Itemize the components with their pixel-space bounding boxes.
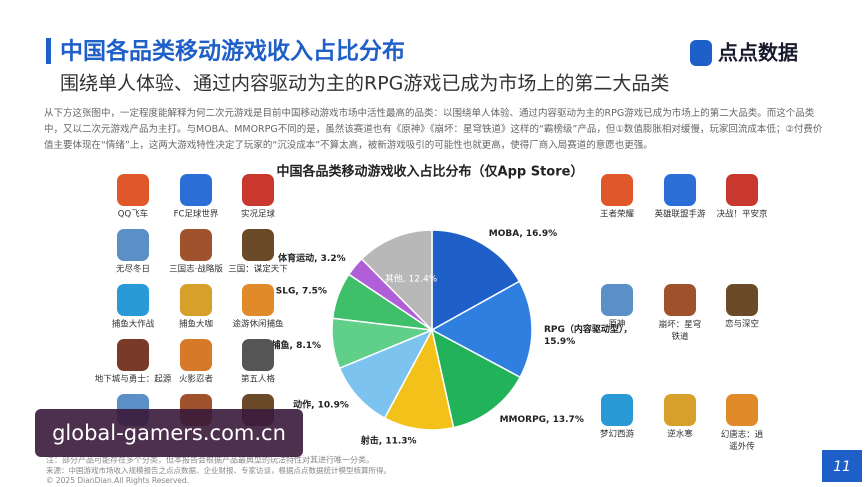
game-name: 途游休闲捕鱼 — [232, 319, 283, 330]
page-box — [822, 450, 862, 482]
game-name: 梦幻西游 — [600, 429, 635, 440]
game-icon — [664, 394, 696, 426]
watermark-box — [35, 409, 303, 457]
game-icon — [117, 229, 149, 261]
intro-box: 从下方这张图中，一定程度能解释为何二次元游戏是目前中国移动游戏市场中活性最高的品… — [44, 108, 823, 151]
game-name: QQ飞车 — [118, 209, 148, 220]
game-name: 王者荣耀 — [600, 209, 635, 220]
title: 中国各品类移动游戏收入占比分布 — [60, 38, 405, 65]
game-icon — [180, 174, 212, 206]
game-name: 实况足球 — [241, 209, 276, 220]
game-icon — [242, 174, 274, 206]
game-name: 幻唐志：逍遥外传 — [721, 429, 764, 452]
pie-slice — [360, 229, 433, 332]
note: 注：部分产品可能存在多个分类，但本报告会根据产品最典型的玩法特性对其进行唯一分类… — [46, 455, 374, 465]
game-name: 地下城与勇士：起源 — [95, 374, 172, 385]
data-label: 体育运动, 3.2% — [278, 252, 346, 264]
pie-slice — [431, 229, 521, 332]
game-icon — [242, 284, 274, 316]
page-number: 11 — [833, 459, 851, 475]
game-icon — [664, 284, 696, 316]
game-icon — [664, 174, 696, 206]
game-name: 英雄联盟手游 — [654, 209, 706, 220]
data-label: 其他, 12.4% — [385, 273, 438, 285]
game-icon — [601, 174, 633, 206]
data-label: MMORPG, 13.7% — [500, 415, 584, 425]
game-name: 决战！平安京 — [716, 209, 767, 220]
logo-icon — [690, 40, 712, 66]
game-icon — [726, 174, 758, 206]
game-icon — [117, 174, 149, 206]
game-icon — [726, 394, 758, 426]
data-label: SLG, 7.5% — [276, 287, 327, 297]
game-name: 原神 — [608, 319, 625, 330]
title-bar — [46, 38, 51, 64]
game-icon — [180, 284, 212, 316]
game-name: 三国志·战略版 — [169, 264, 223, 275]
watermark: global-gamers.com.cn — [52, 421, 286, 445]
copyright: © 2025 DianDian.All Rights Reserved. — [46, 476, 189, 485]
logo: 点点数据 — [718, 41, 798, 65]
game-icon — [242, 339, 274, 371]
game-name: 第五人格 — [241, 374, 276, 385]
game-icon — [726, 284, 758, 316]
game-icon — [601, 284, 633, 316]
game-name: 三国：谋定天下 — [228, 264, 288, 275]
game-icon — [601, 394, 633, 426]
pie-slice — [338, 328, 434, 420]
subtitle: 围绕单人体验、通过内容驱动为主的RPG游戏已成为市场上的第二大品类 — [60, 73, 669, 95]
data-label: MOBA, 16.9% — [489, 229, 557, 239]
pie-slice — [430, 280, 533, 379]
game-name: 捕鱼大作战 — [112, 319, 155, 330]
data-label: RPG（内容驱动型）， 15.9% — [544, 323, 632, 347]
game-name: 火影忍者 — [179, 374, 214, 385]
game-icon — [117, 284, 149, 316]
game-icon — [180, 229, 212, 261]
intro: 从下方这张图中，一定程度能解释为何二次元游戏是目前中国移动游戏市场中活性最高的品… — [44, 108, 823, 151]
pie-slice — [430, 328, 522, 429]
game-name: 捕鱼大咖 — [179, 319, 213, 330]
game-name: 无尽冬日 — [116, 264, 150, 275]
pie-slice — [383, 327, 455, 431]
source: 来源：中国游戏市场收入规模报告之点点数据、企业财报、专家访谈，根据点点数据统计模… — [46, 465, 391, 475]
game-name: 逆水寒 — [667, 429, 693, 440]
chart-title: 中国各品类移动游戏收入占比分布（仅App Store） — [277, 164, 584, 180]
game-icon — [117, 339, 149, 371]
game-icon — [242, 229, 274, 261]
data-label: 射击, 11.3% — [360, 434, 417, 446]
game-icon — [180, 339, 212, 371]
data-label: 动作, 10.9% — [293, 399, 349, 411]
game-name: FC足球世界 — [174, 209, 219, 220]
game-name: 恋与深空 — [725, 319, 759, 330]
game-name: 崩坏：星穹铁道 — [659, 319, 702, 342]
